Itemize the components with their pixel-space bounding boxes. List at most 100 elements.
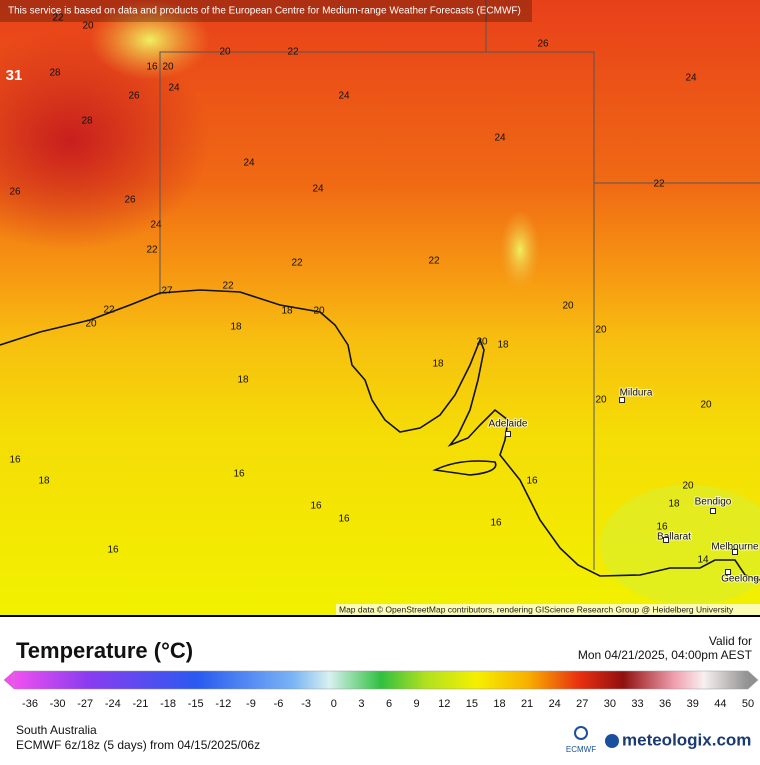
contour-label: 22 [146,245,158,256]
contour-label: 24 [338,91,350,102]
contour-label: 27 [161,286,173,297]
colorbar-tick-label: -24 [105,698,121,710]
place-label: Bendigo [695,497,732,508]
place-marker [732,549,738,555]
colorbar-tick-label: 9 [414,698,420,710]
max-label: 31 [6,67,23,84]
colorbar-tick-label: -36 [22,698,38,710]
colorbar-tick-label: 30 [604,698,616,710]
contour-label: 18 [281,306,293,317]
contour-label: 26 [537,39,549,50]
contour-label: 16 [526,476,538,487]
contour-label: 20 [219,47,231,58]
state-borders [159,0,760,570]
contour-label: 28 [81,116,93,127]
colorbar-tick-label: -30 [50,698,66,710]
contour-label: 26 [124,195,136,206]
contour-label: 24 [168,83,180,94]
contour-label: 20 [595,395,607,406]
colorbar [3,670,759,690]
place-label: Melbourne [711,542,759,553]
contour-label: 20 [476,337,488,348]
notice: This service is based on data and produc… [8,6,521,17]
contour-labels: 20 22 20 22 26 24 16 20 28 24 26 24 28 24 24 22 24 26 26 24… [9,13,712,566]
ecmwf-logo: ECMWF [566,745,596,754]
contour-label: 22 [103,305,115,316]
colorbar-tick-label: -12 [215,698,231,710]
legend-title: Temperature (°C) [16,638,193,663]
contour-label: 20 [562,301,574,312]
contour-label: 20 [595,325,607,336]
colorbar-tick-label: 0 [331,698,337,710]
contour-label: 22 [428,256,440,267]
cool-zone [500,210,540,290]
contour-label: 18 [432,359,444,370]
cool-zone [90,0,210,80]
contour-label: 18 [237,375,249,386]
place-marker [505,431,511,437]
contour-label: 20 [85,319,97,330]
contour-label: 16 [233,469,245,480]
brand-icon [605,734,619,748]
contour-label: 16 [490,518,502,529]
colorbar-tick-label: -3 [301,698,311,710]
contour-label: 18 [38,476,50,487]
contour-label: 20 [82,21,94,32]
place-marker [725,569,731,575]
contour-label: 18 [668,499,680,510]
colorbar-tick-label: -21 [133,698,149,710]
contour-label: 24 [312,184,324,195]
contour-label: 16 [656,522,668,533]
contour-label: 20 [700,400,712,411]
colorbar-ticks: -36 -30 -27 -24 -21 -18 -15 -12 -9 -6 -3 0 3 6 9 12 15 18… [22,698,754,710]
contour-label: 22 [291,258,303,269]
contour-label: 16 [146,62,158,73]
colorbar-tick-label: 21 [521,698,533,710]
hot-zone [0,30,210,250]
contour-label: 16 [338,514,350,525]
valid-time: Mon 04/21/2025, 04:00pm AEST [578,648,753,662]
colorbar-tick-label: -15 [188,698,204,710]
colorbar-tick-label: 36 [659,698,671,710]
colorbar-tick-label: -9 [246,698,256,710]
place-marker [710,508,716,514]
contour-label: 24 [243,158,255,169]
colorbar-tick-label: 50 [742,698,754,710]
contour-label: 22 [653,179,665,190]
contour-label: 26 [9,187,21,198]
model-run: ECMWF 6z/18z (5 days) from 04/15/2025/06… [16,738,260,752]
contour-label: 18 [497,340,509,351]
contour-label: 14 [697,555,709,566]
colorbar-tick-label: 44 [714,698,726,710]
place-marker [663,537,669,543]
contour-label: 20 [162,62,174,73]
colorbar-tick-label: 6 [386,698,392,710]
colorbar-tick-label: 39 [687,698,699,710]
colorbar-tick-label: 3 [358,698,364,710]
colorbar-tick-label: 24 [549,698,561,710]
colorbar-tick-label: 33 [631,698,643,710]
coastline [0,289,760,581]
region: South Australia [16,723,97,737]
colorbar-tick-label: 12 [438,698,450,710]
contour-label: 22 [287,47,299,58]
attribution-bg [336,604,760,616]
contour-label: 26 [128,91,140,102]
colorbar-tick-label: 18 [493,698,505,710]
notice-bg [0,0,532,22]
contour-label: 16 [9,455,21,466]
colorbar-tick-label: -27 [77,698,93,710]
colorbar-tick-label: -6 [274,698,284,710]
colorbar-tick-label: 15 [466,698,478,710]
contour-label: 20 [682,481,694,492]
place-label: Mildura [620,388,653,399]
contour-label: 22 [222,281,234,292]
places: Mildura Adelaide Bendigo Ballarat Melbourne G… [488,387,760,586]
place-label: Ballarat [657,532,691,543]
brand: meteologix.com [622,730,751,749]
contour-label: 18 [230,322,242,333]
contour-label: 24 [150,220,162,231]
contour-label: 24 [494,133,506,144]
contour-label: 20 [313,306,325,317]
